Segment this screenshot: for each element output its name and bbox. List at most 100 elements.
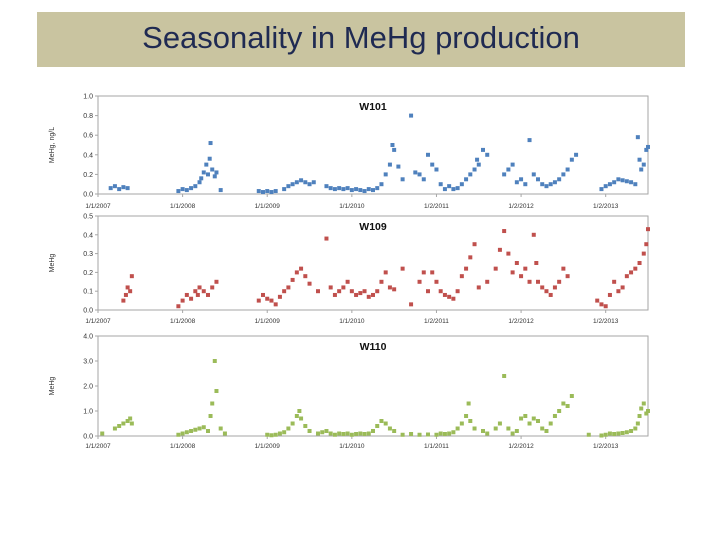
x-tick-label: 1/1/2008: [170, 203, 196, 210]
x-tick-label: 1/2/2012: [508, 318, 534, 325]
data-point: [455, 426, 460, 431]
data-point: [332, 292, 337, 297]
data-point: [176, 189, 181, 194]
data-point: [633, 266, 638, 271]
x-tick-label: 1/2/2012: [508, 203, 534, 210]
data-point: [294, 180, 299, 185]
data-point: [366, 431, 371, 436]
data-point: [468, 172, 473, 177]
data-point: [371, 188, 375, 193]
data-point: [472, 426, 477, 431]
data-point: [639, 167, 644, 172]
data-point: [328, 186, 333, 191]
data-point: [459, 182, 464, 187]
data-point: [646, 409, 650, 413]
data-point: [472, 167, 477, 172]
data-point: [204, 162, 209, 167]
data-point: [430, 270, 435, 275]
data-point: [624, 430, 629, 435]
data-point: [214, 389, 219, 393]
data-point: [447, 431, 452, 436]
data-point: [341, 285, 346, 290]
data-point: [633, 182, 638, 187]
x-tick-label: 1/1/2009: [255, 203, 281, 210]
data-point: [527, 138, 532, 143]
data-point: [629, 270, 634, 275]
data-point: [210, 167, 215, 172]
y-tick-label: 1.0: [83, 94, 93, 101]
data-point: [383, 421, 388, 426]
y-tick-label: 0.5: [83, 214, 93, 221]
data-point: [303, 424, 308, 428]
data-point: [468, 419, 473, 423]
data-point: [557, 409, 562, 413]
data-point: [366, 187, 371, 192]
data-point: [197, 285, 202, 290]
data-point: [212, 174, 217, 179]
data-point: [451, 187, 456, 192]
data-point: [176, 432, 181, 437]
data-point: [514, 261, 519, 265]
y-tick-label: 4.0: [83, 334, 93, 341]
data-point: [265, 432, 270, 437]
data-point: [409, 432, 414, 436]
data-point: [117, 187, 122, 192]
chart-figure: 0.0 0.2 0.4 0.6 0.8 1.0 1/1/2007 1/1/2008 1/1/20…: [40, 88, 660, 458]
data-point: [434, 279, 439, 284]
y-tick-label: 0.2: [83, 172, 93, 179]
slide-title: Seasonality in MeHg production: [142, 20, 580, 55]
data-point: [417, 279, 422, 284]
data-point: [569, 394, 574, 398]
data-point: [311, 180, 316, 185]
data-point: [519, 177, 524, 182]
data-point: [197, 426, 202, 431]
data-point: [561, 172, 566, 177]
data-point: [337, 186, 342, 191]
data-point: [261, 292, 265, 297]
data-point: [409, 113, 414, 118]
data-point: [387, 426, 392, 431]
y-tick-label: 0.6: [83, 133, 93, 140]
data-point: [366, 294, 371, 299]
data-point: [540, 182, 545, 187]
y-tick-label: 0.3: [83, 251, 93, 258]
data-point: [620, 285, 625, 290]
data-point: [307, 182, 312, 187]
data-point: [396, 164, 401, 169]
data-point: [108, 186, 113, 191]
data-point: [297, 409, 302, 413]
y-axis-label: MeHg: [49, 377, 56, 396]
data-point: [519, 274, 524, 279]
data-point: [607, 431, 612, 436]
y-tick-label: 0.1: [83, 289, 93, 296]
data-point: [371, 292, 375, 297]
data-point: [206, 172, 210, 177]
data-point: [379, 419, 384, 423]
data-point: [290, 421, 295, 426]
data-point: [523, 182, 528, 187]
data-point: [269, 433, 274, 438]
data-point: [375, 424, 380, 428]
data-point: [612, 432, 617, 436]
data-point: [616, 177, 621, 182]
data-point: [646, 144, 650, 149]
data-point: [123, 292, 128, 297]
data-point: [595, 298, 600, 303]
data-point: [531, 232, 536, 237]
data-point: [493, 426, 498, 431]
data-point: [328, 285, 333, 290]
data-point: [438, 289, 443, 294]
data-point: [265, 189, 270, 194]
y-tick-label: 0.4: [83, 232, 93, 239]
data-point: [193, 184, 198, 189]
data-point: [337, 431, 342, 436]
data-point: [324, 429, 329, 433]
x-tick-label: 1/2/2013: [593, 203, 619, 210]
x-tick-label: 1/1/2007: [85, 203, 111, 210]
data-point: [210, 285, 215, 290]
data-point: [548, 421, 553, 426]
data-point: [569, 157, 574, 162]
data-point: [392, 147, 397, 152]
data-point: [345, 431, 350, 436]
data-point: [455, 289, 460, 294]
